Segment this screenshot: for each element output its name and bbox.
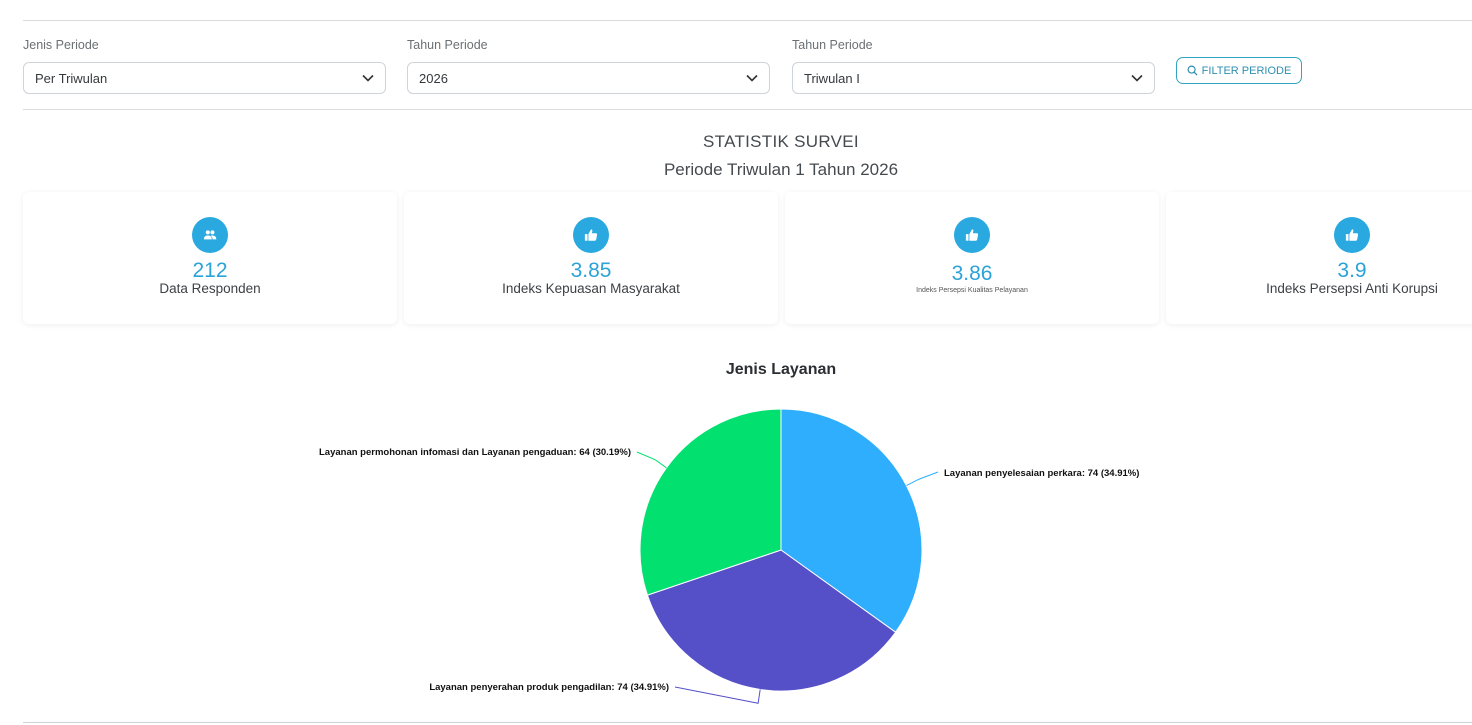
chevron-down-icon (746, 74, 758, 82)
card-value: 3.86 (951, 262, 993, 285)
filter-divider (23, 109, 1472, 110)
chart-title: Jenis Layanan (725, 361, 837, 378)
tahun-periode-select[interactable]: 2026 (407, 62, 770, 94)
card-data-responden: 212 Data Responden (23, 192, 397, 324)
card-label: Indeks Persepsi Anti Korupsi (1266, 281, 1438, 296)
triwulan-periode-select[interactable]: Triwulan I (792, 62, 1155, 94)
card-value: 3.85 (570, 259, 612, 282)
pie-connector (906, 471, 939, 487)
jenis-periode-label: Jenis Periode (23, 38, 99, 52)
card-label: Data Responden (159, 281, 261, 296)
jenis-periode-group: Jenis Periode Per Triwulan (23, 38, 386, 94)
tahun-periode-label: Tahun Periode (407, 38, 488, 52)
card-label: Indeks Persepsi Kualitas Pelayanan (916, 287, 1028, 294)
card-indeks-anti-korupsi: 3.9 Indeks Persepsi Anti Korupsi (1166, 192, 1472, 324)
triwulan-periode-value: Triwulan I (804, 70, 860, 86)
jenis-periode-select[interactable]: Per Triwulan (23, 62, 386, 94)
top-divider (23, 20, 1472, 21)
jenis-periode-value: Per Triwulan (35, 70, 108, 86)
statistik-subtitle: Periode Triwulan 1 Tahun 2026 (663, 160, 899, 179)
search-icon (1187, 65, 1198, 76)
card-label: Indeks Kepuasan Masyarakat (502, 281, 680, 296)
tahun-periode-value: 2026 (419, 70, 448, 86)
statistik-title: STATISTIK SURVEI (703, 132, 859, 151)
filter-periode-button[interactable]: FILTER PERIODE (1176, 57, 1302, 84)
pie-slice[interactable] (639, 408, 782, 596)
card-value: 212 (192, 259, 228, 282)
triwulan-periode-group: Tahun Periode Triwulan I (792, 38, 1155, 94)
thumbs-up-icon (1334, 217, 1370, 253)
pie-data-label: Layanan penyerahan produk pengadilan: 74… (429, 682, 669, 693)
bottom-divider (23, 722, 1472, 723)
tahun-periode-group: Tahun Periode 2026 (407, 38, 770, 94)
chevron-down-icon (1131, 74, 1143, 82)
thumbs-up-icon (573, 217, 609, 253)
filter-periode-label: FILTER PERIODE (1201, 64, 1292, 77)
card-indeks-kepuasan: 3.85 Indeks Kepuasan Masyarakat (404, 192, 778, 324)
chevron-down-icon (362, 74, 374, 82)
pie-connector (674, 686, 761, 704)
pie-data-label: Layanan permohonan infomasi dan Layanan … (319, 447, 631, 458)
pie-connector (636, 451, 667, 469)
triwulan-periode-label: Tahun Periode (792, 38, 873, 52)
card-value: 3.9 (1337, 259, 1367, 282)
card-indeks-kualitas: 3.86 Indeks Persepsi Kualitas Pelayanan (785, 192, 1159, 324)
thumbs-up-icon (954, 217, 990, 253)
pie-data-label: Layanan penyelesaian perkara: 74 (34.91%… (944, 468, 1139, 479)
users-icon (192, 217, 228, 253)
